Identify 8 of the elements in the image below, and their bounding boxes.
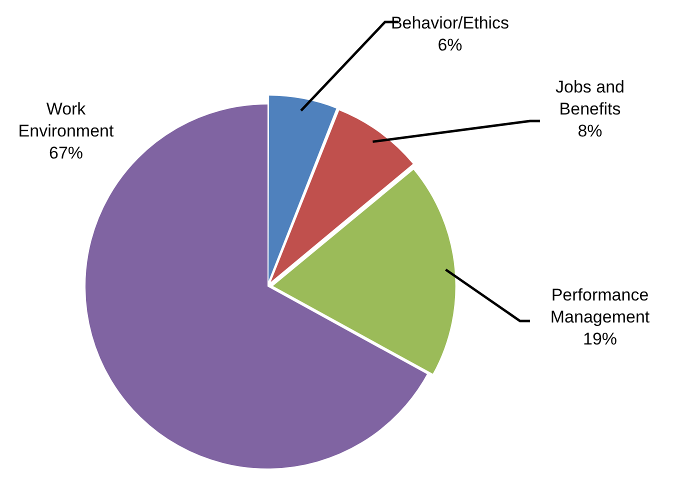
data-label: 19% <box>582 330 618 349</box>
slice-label: Performance Management <box>550 286 650 327</box>
slice-label: Behavior/Ethics <box>390 14 510 33</box>
slice-label: Jobs and Benefits <box>556 78 624 119</box>
data-label: 8% <box>578 122 602 141</box>
data-label: 67% <box>48 144 84 163</box>
slice-label: Work Environment <box>18 100 114 141</box>
data-label: 6% <box>438 36 462 55</box>
